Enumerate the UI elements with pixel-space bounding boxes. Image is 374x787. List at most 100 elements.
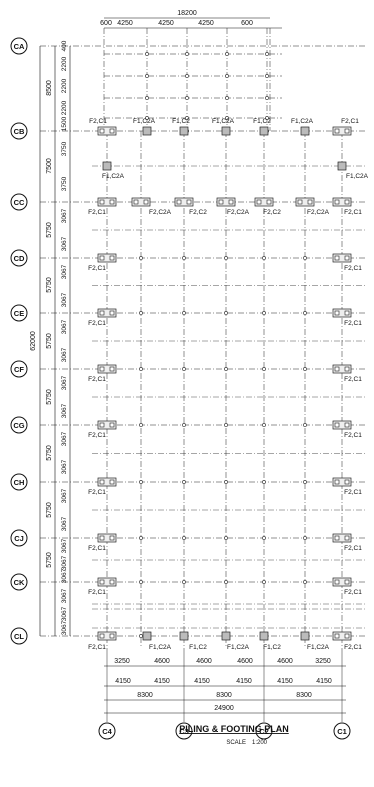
pile-square — [186, 199, 192, 205]
bubble-label: CG — [13, 421, 24, 430]
column-dot — [185, 96, 189, 100]
pile-square — [109, 255, 115, 261]
footing-f2 — [97, 197, 117, 207]
pile-square — [176, 199, 182, 205]
footing-label-side-right: F2,C1 — [344, 265, 362, 272]
column-dot — [262, 580, 266, 584]
footing-box — [174, 197, 194, 207]
footing-label-cb: F1,C2A — [291, 118, 314, 125]
footing-label-cb: F1,C2A — [133, 118, 156, 125]
pile-square — [99, 479, 105, 485]
pile-square — [334, 310, 340, 316]
column-dot — [225, 74, 229, 78]
bubble-label: C4 — [102, 727, 112, 736]
footing-cb-right — [332, 126, 352, 136]
dim-left-inner: 3067 — [61, 375, 68, 390]
footing-box — [97, 308, 117, 318]
footing-label-side-left: F2,C1 — [88, 589, 106, 596]
bubble-circle — [10, 473, 28, 491]
footing-f1 — [142, 126, 152, 136]
footing-f2 — [332, 631, 352, 641]
pile-square — [143, 199, 149, 205]
footing-label-side-left: F2,C1 — [88, 376, 106, 383]
dim-left-inner: 3067 — [61, 403, 68, 418]
footing-label-cc: F2,C2A — [227, 209, 250, 216]
footing-label-side-right: F2,C1 — [344, 589, 362, 596]
footing-box — [97, 577, 117, 587]
dim-left-inner: 3067 — [61, 264, 68, 279]
column-dot — [262, 423, 266, 427]
dim-top-segment: 600 — [100, 20, 112, 27]
dim-left-outer: 5750 — [46, 277, 53, 293]
bubble-circle — [10, 122, 28, 140]
bubble-circle — [175, 722, 193, 740]
column-dot — [265, 96, 269, 100]
grid-bubble-col-c3: C3 — [175, 722, 193, 740]
grid-bubble-row-cb: CB — [10, 122, 28, 140]
footing-f2 — [131, 197, 151, 207]
footings — [97, 52, 352, 641]
footing-box — [97, 420, 117, 430]
footing-side-left — [97, 308, 117, 318]
dim-left-inner: 2200 — [61, 100, 68, 115]
pile-square — [133, 199, 139, 205]
footing-box — [332, 126, 352, 136]
footing-box — [332, 533, 352, 543]
grid-bubble-col-c4: C4 — [98, 722, 116, 740]
pile-square — [344, 255, 350, 261]
pile-square — [109, 310, 115, 316]
dim-bottom: 8300 — [296, 692, 312, 699]
bubble-circle — [10, 193, 28, 211]
footing-label-cl: F2,C1 — [344, 644, 362, 651]
pile-square — [344, 128, 350, 134]
pile-square — [344, 310, 350, 316]
bubble-label: CL — [14, 632, 24, 641]
pile-square — [109, 366, 115, 372]
dim-bottom: 4150 — [316, 678, 332, 685]
scale-label: SCALE — [226, 740, 246, 746]
footing-label-cl: F2,C1 — [88, 644, 106, 651]
footing-f2 — [216, 197, 236, 207]
footing-f1 — [179, 126, 189, 136]
column-dot — [224, 536, 228, 540]
pile-square — [297, 199, 303, 205]
column-dot — [224, 480, 228, 484]
bubble-circle — [10, 37, 28, 55]
footing-box — [332, 420, 352, 430]
dim-left-inner: 3067 — [61, 555, 68, 570]
grid-bubble-row-ch: CH — [10, 473, 28, 491]
bubble-circle — [333, 722, 351, 740]
dim-left-total: 62000 — [30, 331, 37, 351]
footing-side-right — [332, 533, 352, 543]
bubble-circle — [10, 304, 28, 322]
pile-square — [109, 479, 115, 485]
column-dot — [303, 367, 307, 371]
footing-label-cb: F2,C1 — [89, 118, 107, 125]
grid-bubble-row-ce: CE — [10, 304, 28, 322]
pile-square — [99, 255, 105, 261]
grid-bubble-row-cd: CD — [10, 249, 28, 267]
footing-side-left — [97, 364, 117, 374]
pile-square — [218, 199, 224, 205]
pile-square — [334, 128, 340, 134]
footing-f2 — [174, 197, 194, 207]
pile-square — [99, 579, 105, 585]
dim-bottom: 4150 — [194, 678, 210, 685]
footing-label-cl: F1,C2A — [307, 644, 330, 651]
scale-value: 1:200 — [252, 740, 268, 746]
column-dot — [262, 311, 266, 315]
pile-square — [344, 199, 350, 205]
pile-square — [99, 310, 105, 316]
footing-label-side-left: F2,C1 — [88, 545, 106, 552]
footing-side-right — [332, 308, 352, 318]
footing-box — [332, 577, 352, 587]
dim-left-inner: 400 — [61, 40, 68, 51]
column-dot — [262, 367, 266, 371]
column-dot — [139, 423, 143, 427]
dim-left-outer: 7500 — [46, 158, 53, 174]
drawing-title: PILING & FOOTING PLAN — [179, 724, 289, 734]
dim-bottom: 8300 — [137, 692, 153, 699]
bubble-label: CK — [14, 578, 25, 587]
pile-square — [344, 579, 350, 585]
column-dot — [145, 52, 149, 56]
